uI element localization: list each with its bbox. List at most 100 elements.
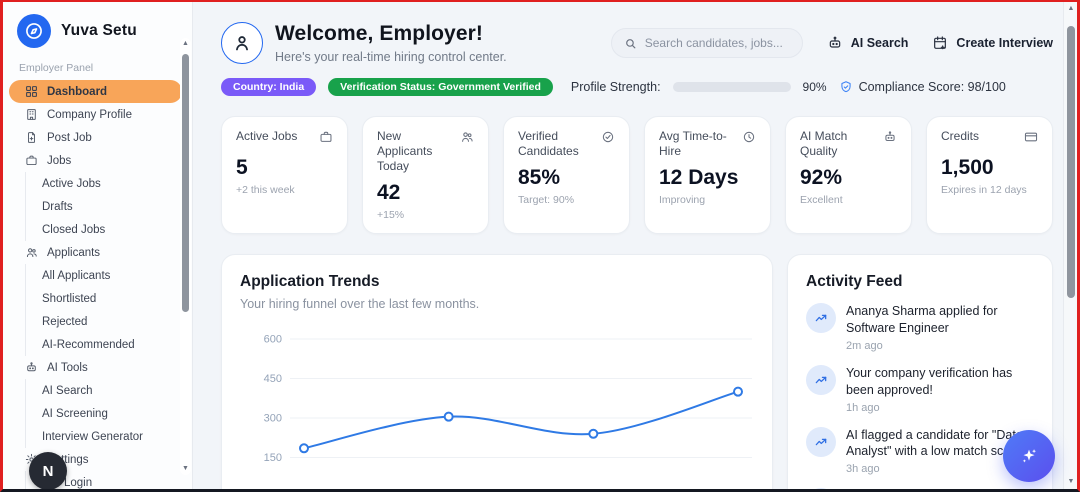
brand: Yuva Setu (3, 2, 192, 52)
sidebar-item-label: Company Profile (47, 108, 133, 121)
profile-strength-value: 90% (802, 80, 827, 94)
welcome-titles: Welcome, Employer! Here's your real-time… (275, 22, 507, 64)
stat-card-verified-candidates: Verified Candidates 85% Target: 90% (503, 116, 630, 234)
sidebar-item-post-job[interactable]: Post Job (9, 126, 182, 149)
sidebar-scrollbar-thumb[interactable] (182, 54, 189, 312)
application-trends-card: Application Trends Your hiring funnel ov… (221, 254, 773, 489)
app-title: Yuva Setu (61, 22, 137, 39)
sidebar-item-applicants[interactable]: Applicants (9, 241, 182, 264)
trends-chart: 0150300450600 (240, 325, 754, 489)
robot-icon (829, 36, 841, 48)
robot-icon (25, 361, 38, 374)
sidebar-item-all-applicants[interactable]: All Applicants (25, 264, 182, 287)
briefcase-icon (25, 154, 38, 167)
search-box[interactable] (610, 28, 803, 58)
sidebar-item-label: AI Search (42, 384, 93, 397)
activity-item: Ananya Sharma applied for Software Engin… (806, 303, 1034, 352)
sidebar-item-dashboard[interactable]: Dashboard (9, 80, 182, 103)
page-scrollbar-thumb[interactable] (1067, 26, 1075, 298)
header-actions: AI Search Create Interview (610, 28, 1053, 58)
activity-text: Interview scheduled with Rahul Verma for… (846, 488, 1034, 489)
sidebar-item-jobs[interactable]: Jobs (9, 149, 182, 172)
ai-assistant-fab[interactable] (1003, 430, 1055, 482)
y-tick-label: 600 (264, 334, 282, 346)
sidebar-item-label: Post Job (47, 131, 92, 144)
stat-value: 85% (518, 166, 561, 189)
sidebar-item-interview-generator[interactable]: Interview Generator (25, 425, 182, 448)
users-icon (25, 246, 38, 259)
sidebar-item-active-jobs[interactable]: Active Jobs (25, 172, 182, 195)
sidebar-item-label: All Applicants (42, 269, 111, 282)
welcome-block: Welcome, Employer! Here's your real-time… (221, 22, 507, 64)
ai-search-button[interactable]: AI Search (827, 35, 909, 51)
search-icon (625, 38, 636, 48)
page-scrollbar[interactable]: ▲ ▼ (1063, 2, 1077, 489)
sidebar-scrollbar[interactable]: ▲ ▼ (180, 38, 191, 475)
stat-card-avg-time-to-hire: Avg Time-to-Hire 12 Days Improving (644, 116, 771, 234)
stat-card-credits: Credits 1,500 Expires in 12 days (926, 116, 1053, 234)
data-point[interactable] (588, 428, 599, 439)
activity-item: AI flagged a candidate for "Data Analyst… (806, 426, 1034, 476)
sidebar-item-rejected[interactable]: Rejected (25, 310, 182, 333)
sidebar-item-label: Applicants (47, 246, 101, 259)
sidebar-item-ai-recommended[interactable]: AI-Recommended (25, 333, 182, 356)
activity-item: Your company verification has been appro… (806, 364, 1034, 414)
page-scroll-down-icon[interactable]: ▼ (1067, 478, 1075, 485)
activity-time: 2m ago (846, 339, 883, 352)
country-badge: Country: India (221, 78, 317, 96)
sidebar-item-label: AI Screening (42, 407, 108, 420)
data-point[interactable] (733, 386, 743, 397)
trends-title: Application Trends (240, 273, 380, 290)
calendar-plus-icon (934, 36, 947, 50)
sidebar-item-ai-screening[interactable]: AI Screening (25, 402, 182, 425)
stat-title: Verified Candidates (518, 129, 579, 158)
search-input[interactable] (644, 36, 790, 50)
compliance-score: Compliance Score: 98/100 (839, 80, 1006, 94)
sidebar-nav: Dashboard Company Profile Post Job Jobs Acti… (3, 80, 192, 489)
profile-strength-bar (672, 82, 791, 92)
create-interview-button[interactable]: Create Interview (932, 35, 1053, 51)
sidebar-item-shortlisted[interactable]: Shortlisted (25, 287, 182, 310)
stat-card-ai-match-quality: AI Match Quality 92% Excellent (785, 116, 912, 234)
trending-up-icon (806, 303, 836, 333)
briefcase-icon (319, 130, 333, 149)
activity-body: Ananya Sharma applied for Software Engin… (846, 303, 1034, 352)
sidebar-item-ai-search[interactable]: AI Search (25, 379, 182, 402)
y-tick-label: 300 (264, 413, 282, 425)
panel-label: Employer Panel (19, 62, 94, 74)
stat-value: 42 (377, 181, 401, 204)
data-point[interactable] (299, 443, 309, 454)
trends-subtitle: Your hiring funnel over the last few mon… (240, 297, 480, 311)
main-content: Welcome, Employer! Here's your real-time… (193, 2, 1061, 489)
data-point[interactable] (443, 411, 454, 422)
sidebar-item-label: Drafts (42, 200, 73, 213)
stat-subtext: +15% (377, 209, 405, 221)
activity-text: AI flagged a candidate for "Data Analyst… (846, 427, 1025, 459)
stat-title: New Applicants Today (377, 129, 433, 173)
sidebar-scroll-down-icon[interactable]: ▼ (182, 465, 189, 472)
stats-row: Active Jobs 5 +2 this week New Applicants T… (221, 116, 1053, 234)
stat-subtext: Improving (659, 194, 706, 206)
sidebar-item-drafts[interactable]: Drafts (25, 195, 182, 218)
content-row: Application Trends Your hiring funnel ov… (221, 254, 1053, 489)
page-scroll-up-icon[interactable]: ▲ (1067, 5, 1075, 12)
activity-body: AI flagged a candidate for "Data Analyst… (846, 427, 1034, 476)
brand-logo-icon (17, 14, 51, 48)
create-interview-label: Create Interview (956, 36, 1053, 50)
stat-title: AI Match Quality (800, 129, 848, 158)
stat-card-new-applicants-today: New Applicants Today 42 +15% (362, 116, 489, 234)
sidebar-item-company-profile[interactable]: Company Profile (9, 103, 182, 126)
sidebar-item-label: Shortlisted (42, 292, 97, 305)
building-icon (25, 108, 38, 121)
sidebar-item-label: Jobs (47, 154, 72, 167)
activity-text: Your company verification has been appro… (846, 365, 1013, 397)
sidebar-scroll-up-icon[interactable]: ▲ (182, 40, 189, 47)
sparkle-icon (1022, 449, 1037, 463)
shield-check-icon (840, 81, 851, 93)
floating-n-badge[interactable]: N (29, 452, 67, 489)
sidebar-item-closed-jobs[interactable]: Closed Jobs (25, 218, 182, 241)
ai-search-label: AI Search (850, 36, 909, 50)
sidebar-item-ai-tools[interactable]: AI Tools (9, 356, 182, 379)
page-title: Welcome, Employer! (275, 22, 483, 45)
employer-avatar (221, 22, 263, 64)
